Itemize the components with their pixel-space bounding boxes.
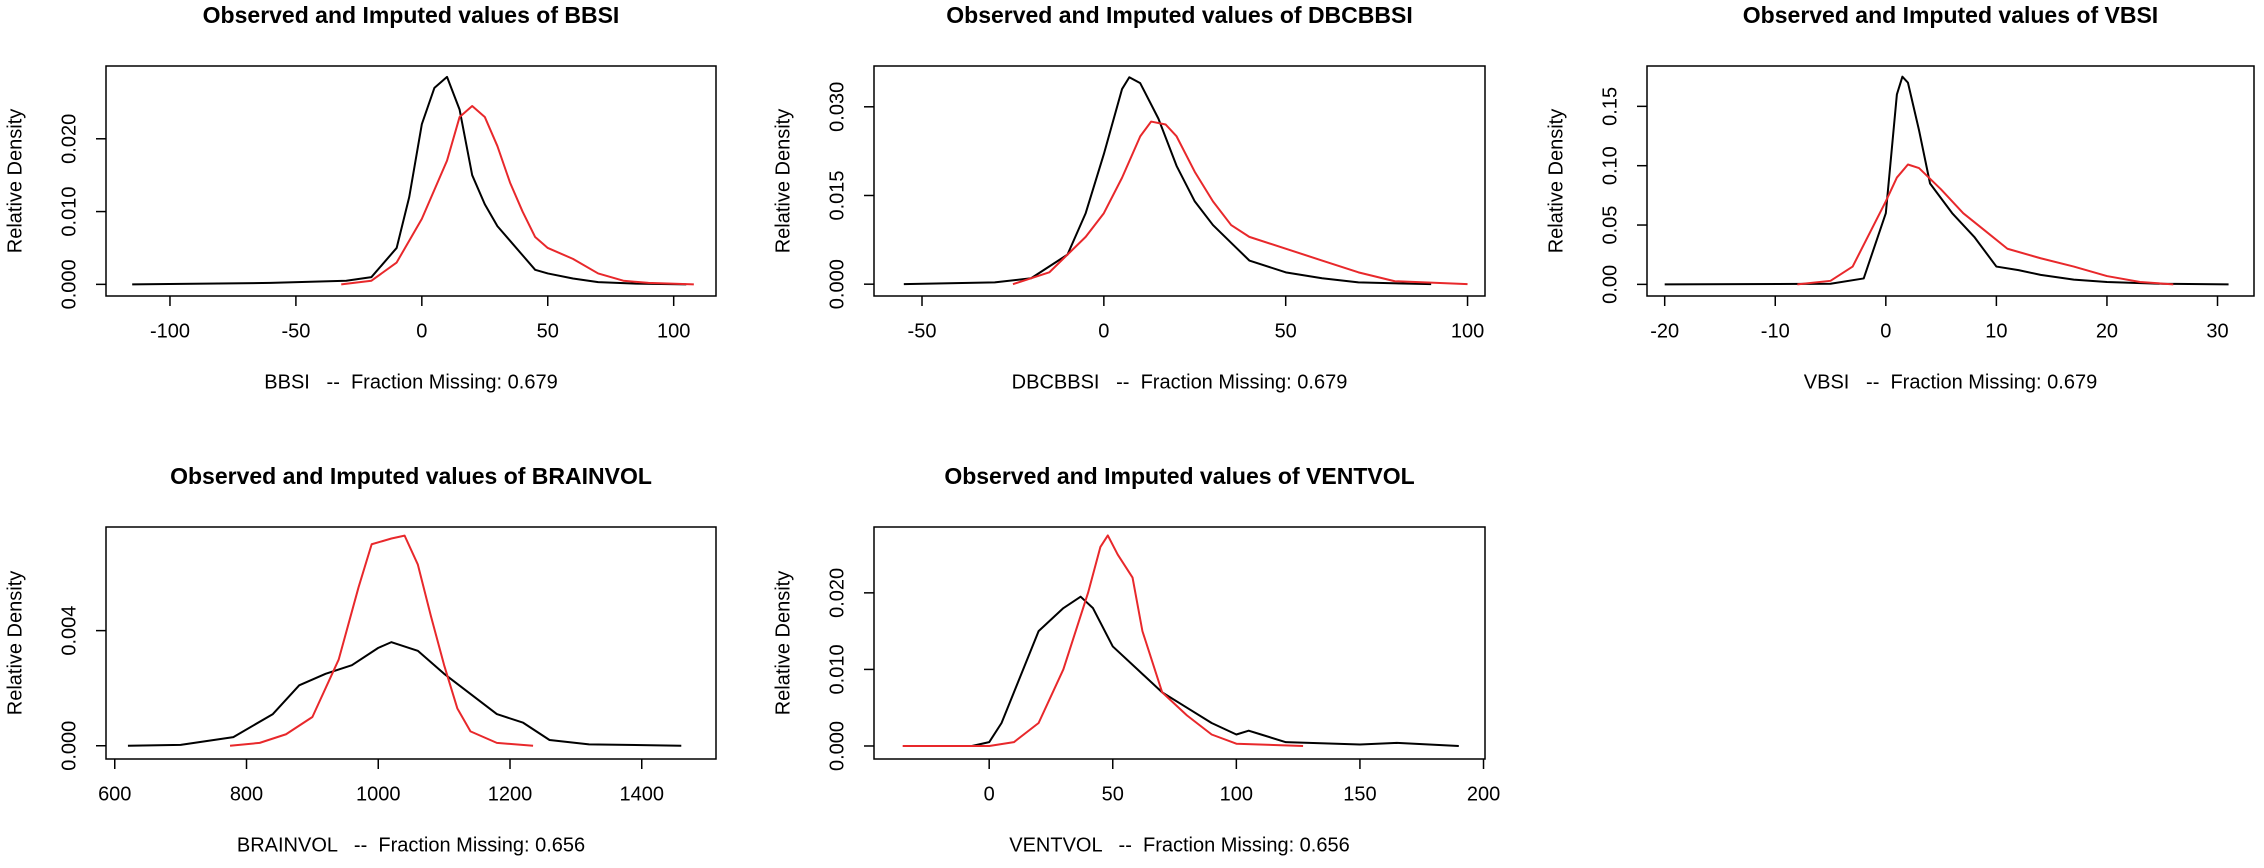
y-tick-label: 0.015 (826, 170, 848, 220)
x-axis-label: VBSI -- Fraction Missing: 0.679 (1804, 371, 2097, 393)
x-tick-label: 200 (1467, 783, 1500, 805)
y-tick-label: 0.000 (58, 259, 80, 309)
y-tick-label: 0.020 (58, 114, 80, 164)
y-tick-label: 0.15 (1599, 87, 1621, 126)
x-tick-label: 100 (1451, 320, 1484, 342)
y-tick-label: 0.00 (1599, 265, 1621, 304)
chart-title: Observed and Imputed values of VENTVOL (944, 463, 1414, 489)
density-line (127, 641, 682, 747)
x-tick-label: -50 (281, 320, 310, 342)
y-tick-label: 0.010 (58, 187, 80, 237)
x-tick-label: 0 (1880, 320, 1891, 342)
x-tick-label: 100 (657, 320, 690, 342)
y-tick-label: 0.000 (58, 721, 80, 771)
plot-frame (873, 526, 1486, 760)
x-tick-label: 800 (230, 783, 263, 805)
x-tick-label: 100 (1220, 783, 1253, 805)
x-tick-label: -50 (908, 320, 937, 342)
x-tick-label: 50 (1102, 783, 1124, 805)
y-axis-label: Relative Density (4, 571, 26, 716)
y-tick-label: 0.000 (826, 259, 848, 309)
y-tick-label: 0.010 (826, 644, 848, 694)
y-tick-label: 0.020 (826, 568, 848, 618)
chart-title: Observed and Imputed values of DBCBBSI (946, 2, 1412, 28)
plot-frame (1646, 65, 2255, 297)
x-tick-label: 0 (416, 320, 427, 342)
density-line (1664, 75, 2229, 286)
x-tick-label: 0 (984, 783, 995, 805)
density-line (132, 75, 687, 286)
x-tick-label: 1000 (356, 783, 401, 805)
x-tick-label: 30 (2206, 320, 2228, 342)
x-tick-label: 50 (1275, 320, 1297, 342)
y-tick-label: 0.000 (826, 721, 848, 771)
x-axis-label: VENTVOL -- Fraction Missing: 0.656 (1009, 834, 1349, 856)
y-axis-label: Relative Density (1545, 109, 1567, 254)
x-axis-label: BRAINVOL -- Fraction Missing: 0.656 (237, 834, 585, 856)
density-line (903, 76, 1432, 286)
x-tick-label: -20 (1650, 320, 1679, 342)
density-line (1797, 163, 2174, 286)
plot-frame (105, 526, 717, 760)
y-tick-label: 0.10 (1599, 146, 1621, 185)
x-tick-label: 20 (2096, 320, 2118, 342)
y-axis-label: Relative Density (4, 109, 26, 254)
x-axis-label: DBCBBSI -- Fraction Missing: 0.679 (1012, 371, 1348, 393)
density-line (902, 534, 1304, 747)
y-tick-label: 0.030 (826, 82, 848, 132)
plot-frame (105, 65, 717, 297)
x-axis-label: BBSI -- Fraction Missing: 0.679 (264, 371, 557, 393)
chart-title: Observed and Imputed values of VBSI (1743, 2, 2158, 28)
density-line (971, 595, 1459, 747)
x-tick-label: 1200 (488, 783, 533, 805)
chart-title: Observed and Imputed values of BBSI (203, 2, 620, 28)
x-tick-label: 1400 (620, 783, 665, 805)
density-line (1012, 120, 1468, 286)
chart-title: Observed and Imputed values of BRAINVOL (170, 463, 652, 489)
plot-frame (873, 65, 1486, 297)
x-tick-label: 50 (537, 320, 559, 342)
y-tick-label: 0.05 (1599, 206, 1621, 245)
y-axis-label: Relative Density (772, 109, 794, 254)
x-tick-label: 600 (98, 783, 131, 805)
y-axis-label: Relative Density (772, 571, 794, 716)
x-tick-label: 10 (1985, 320, 2007, 342)
x-tick-label: -100 (150, 320, 190, 342)
x-tick-label: 150 (1343, 783, 1376, 805)
x-tick-label: 0 (1098, 320, 1109, 342)
density-line (341, 105, 694, 286)
y-tick-label: 0.004 (58, 606, 80, 656)
density-line (229, 534, 534, 747)
x-tick-label: -10 (1761, 320, 1790, 342)
